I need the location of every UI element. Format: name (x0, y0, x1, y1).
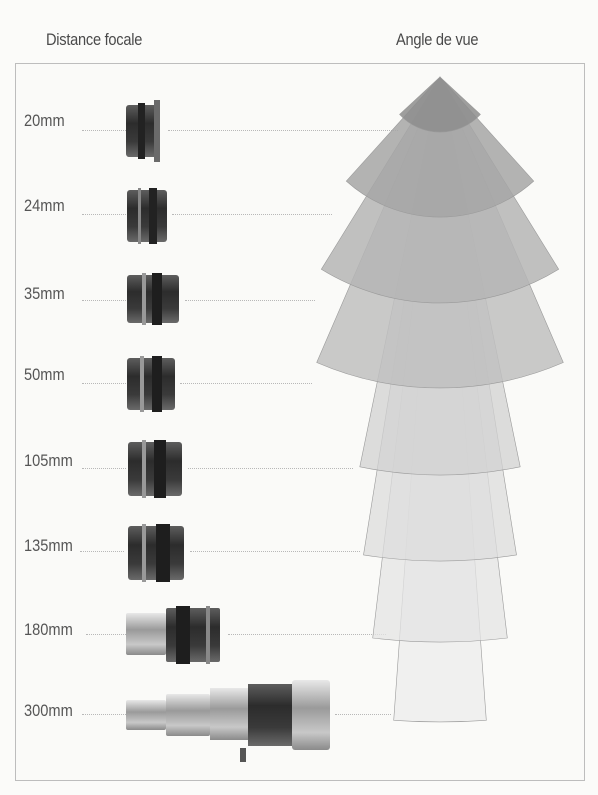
leader-line (168, 130, 398, 131)
leader-line (86, 634, 126, 635)
leader-line (82, 468, 126, 469)
lens-label: 50mm (24, 365, 65, 384)
view-wedge-24mm (345, 76, 535, 218)
leader-line (190, 551, 360, 552)
lens-label: 300mm (24, 701, 73, 720)
lens-icons (126, 100, 330, 762)
focal-length-header: Distance focale (46, 30, 143, 49)
leader-line (228, 634, 386, 635)
angle-of-view-fan (316, 76, 564, 723)
leader-line (172, 214, 332, 215)
lens-label: 180mm (24, 620, 73, 639)
lens-24mm-icon (127, 188, 167, 244)
leader-line (180, 383, 312, 384)
lens-180mm-icon (126, 606, 220, 664)
leader-line (82, 130, 126, 131)
leader-line (335, 714, 391, 715)
lens-label: 24mm (24, 196, 65, 215)
lens-50mm-icon (127, 356, 175, 412)
leader-line (82, 383, 126, 384)
lens-105mm-icon (128, 440, 182, 498)
view-wedge-20mm (399, 76, 481, 133)
lens-20mm-icon (126, 100, 160, 162)
lens-label: 20mm (24, 111, 65, 130)
leader-line (80, 551, 124, 552)
lens-300mm-icon (126, 680, 330, 762)
lens-label: 135mm (24, 536, 73, 555)
lens-135mm-icon (128, 524, 184, 582)
lens-label: 35mm (24, 284, 65, 303)
lens-label: 105mm (24, 451, 73, 470)
lens-35mm-icon (127, 273, 179, 325)
leader-line (185, 300, 315, 301)
angle-of-view-header: Angle de vue (396, 30, 479, 49)
leader-line (82, 214, 126, 215)
leader-line (82, 714, 126, 715)
leader-line (188, 468, 353, 469)
leader-line (82, 300, 126, 301)
